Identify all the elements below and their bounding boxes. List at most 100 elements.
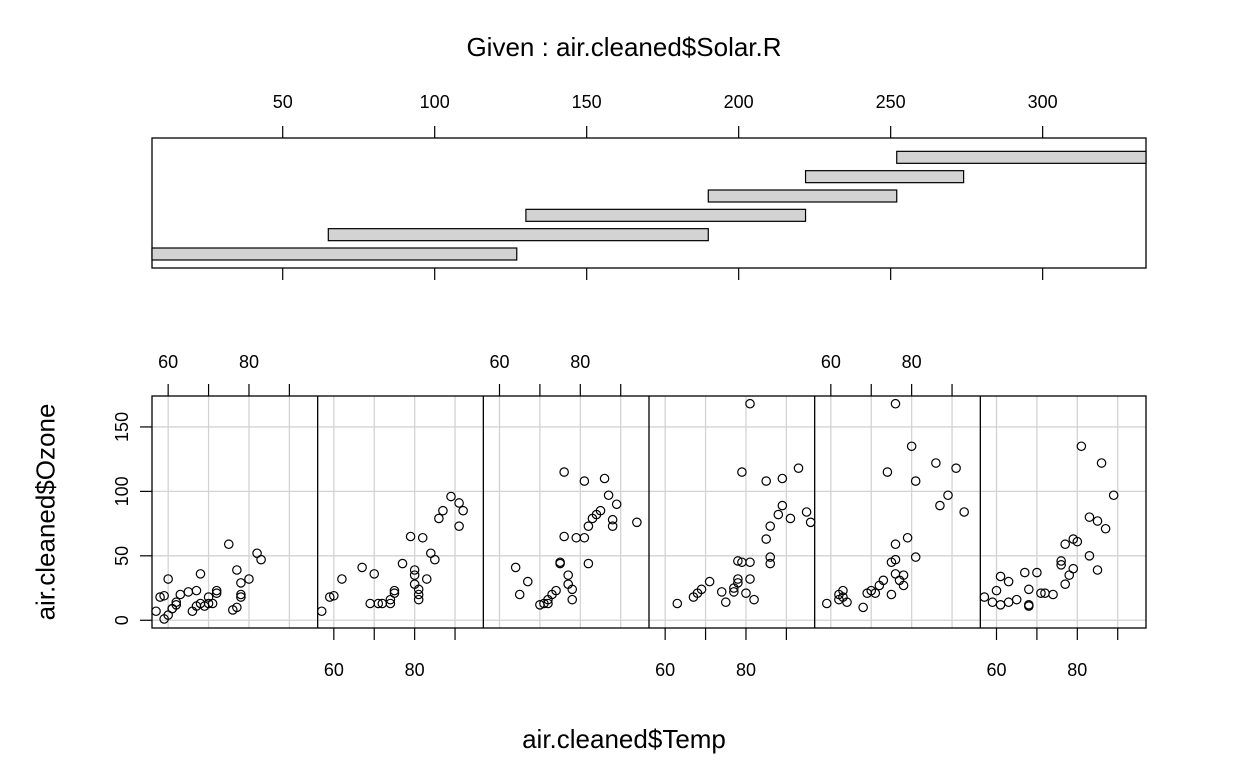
data-point — [785, 513, 796, 524]
data-point — [858, 602, 868, 613]
data-point — [1003, 576, 1014, 587]
data-point — [203, 598, 214, 609]
data-point — [171, 597, 182, 608]
data-point — [773, 509, 784, 520]
data-point — [882, 467, 893, 477]
data-point — [595, 505, 606, 516]
data-point — [777, 473, 788, 484]
data-point — [1036, 588, 1046, 598]
data-point — [1060, 539, 1070, 550]
data-point — [737, 467, 747, 477]
data-point — [555, 557, 565, 568]
data-point — [607, 514, 618, 525]
data-point — [1003, 597, 1014, 608]
data-point — [603, 490, 614, 501]
data-point — [405, 531, 416, 542]
data-point — [571, 532, 582, 543]
data-point — [1024, 601, 1034, 611]
data-point — [207, 598, 218, 609]
panel-x-tick-label: 60 — [489, 352, 509, 372]
data-point — [995, 571, 1006, 582]
chart-title: Given : air.cleaned$Solar.R — [466, 32, 782, 62]
data-point — [745, 557, 755, 568]
given-tick-label: 150 — [572, 92, 602, 112]
data-point — [183, 587, 194, 597]
data-point — [906, 441, 917, 452]
data-point — [801, 507, 812, 517]
data-point — [434, 513, 444, 524]
data-point — [898, 570, 909, 580]
data-point — [454, 521, 464, 531]
data-point — [236, 578, 246, 588]
given-tick-label: 200 — [724, 92, 754, 112]
data-point — [1072, 536, 1083, 547]
data-point — [1011, 594, 1022, 605]
data-point — [1076, 441, 1087, 452]
data-point — [175, 589, 186, 600]
data-point — [910, 476, 921, 486]
given-interval-bar — [707, 189, 898, 203]
panel-x-tick-label: 80 — [736, 660, 756, 680]
data-point — [256, 554, 266, 565]
data-point — [324, 592, 335, 602]
data-point — [191, 585, 202, 596]
data-point — [733, 578, 743, 588]
data-point — [870, 588, 881, 598]
data-point — [805, 517, 816, 528]
y-tick-label: 50 — [112, 546, 132, 566]
data-point — [413, 594, 424, 605]
data-point — [236, 592, 246, 602]
data-point — [716, 587, 727, 597]
data-point — [385, 598, 396, 609]
data-point — [583, 558, 594, 569]
data-point — [389, 588, 400, 598]
panel-x-tick-label: 80 — [239, 352, 259, 372]
data-point — [902, 532, 913, 543]
panel-x-tick-label: 80 — [570, 352, 590, 372]
given-tick-label: 100 — [420, 92, 450, 112]
data-point — [417, 532, 428, 543]
data-point — [931, 458, 941, 468]
data-point — [211, 588, 222, 598]
given-tick-label: 300 — [1028, 92, 1058, 112]
data-point — [745, 398, 755, 409]
data-point — [329, 590, 339, 601]
data-point — [793, 463, 804, 473]
data-point — [1056, 556, 1066, 566]
panel-x-tick-label: 80 — [902, 352, 922, 372]
data-point — [454, 498, 464, 508]
data-point — [979, 592, 990, 602]
x-axis-label: air.cleaned$Temp — [522, 724, 726, 754]
y-tick-label: 100 — [112, 476, 132, 506]
panel-x-tick-label: 60 — [655, 660, 675, 680]
data-point — [1068, 563, 1079, 574]
data-point — [741, 588, 751, 598]
data-point — [430, 554, 440, 565]
data-point — [458, 505, 468, 516]
data-point — [886, 589, 897, 600]
data-point — [991, 585, 1002, 596]
panels-frame — [151, 395, 1147, 629]
data-point — [543, 598, 553, 609]
data-point — [357, 562, 367, 573]
data-point — [583, 521, 594, 531]
y-tick-label: 150 — [112, 412, 132, 442]
given-interval-bar — [525, 208, 807, 222]
y-tick-label: 0 — [112, 615, 132, 625]
data-point — [1056, 560, 1066, 570]
panel-x-tick-label: 80 — [1067, 660, 1087, 680]
data-point — [765, 552, 776, 562]
data-point — [551, 585, 561, 596]
data-point — [1084, 551, 1095, 561]
data-point — [910, 552, 921, 562]
data-point — [1048, 589, 1058, 600]
data-point — [838, 585, 848, 596]
data-point — [672, 598, 683, 609]
data-point — [765, 521, 776, 531]
data-point — [1100, 523, 1111, 534]
data-point — [223, 539, 234, 550]
data-point — [632, 517, 642, 528]
data-point — [745, 574, 755, 584]
data-point — [1108, 490, 1119, 501]
